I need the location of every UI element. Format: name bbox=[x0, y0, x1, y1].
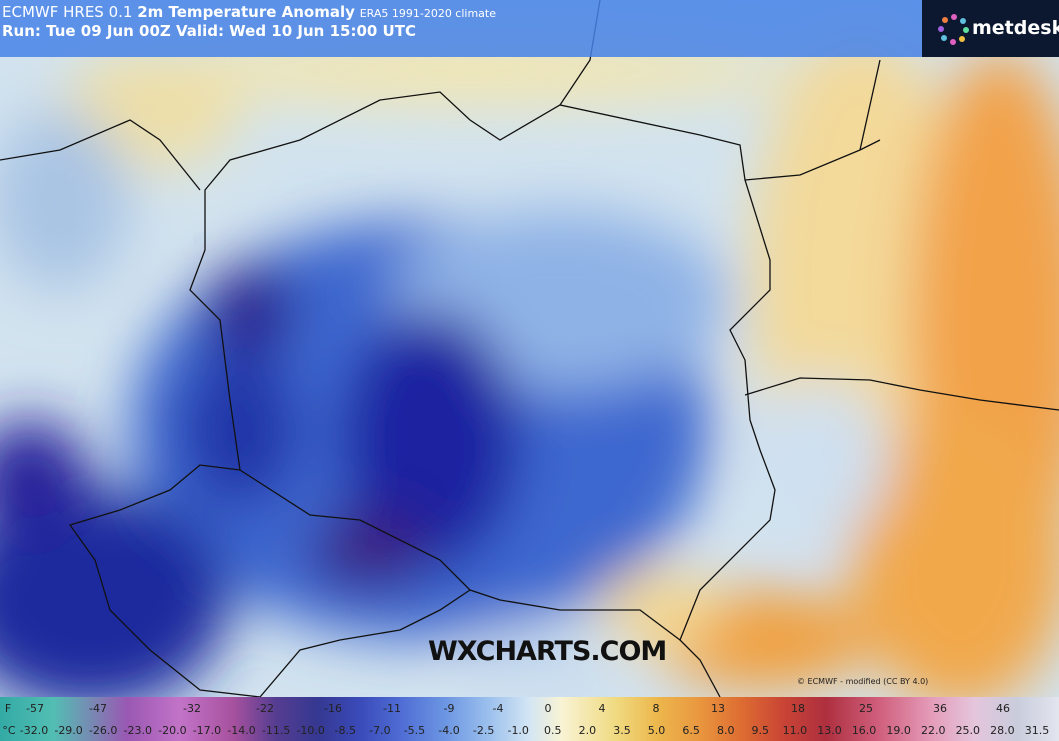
legend-c-label: 22.0 bbox=[920, 724, 946, 737]
legend-c-label: 5.0 bbox=[647, 724, 666, 737]
legend-f-label: 25 bbox=[859, 702, 873, 715]
legend-c-label: -32.0 bbox=[19, 724, 49, 737]
legend-c-label: 3.5 bbox=[613, 724, 631, 737]
legend-f-unit: F bbox=[4, 702, 12, 715]
legend-c-label: -14.0 bbox=[227, 724, 256, 737]
legend-f-label: -4 bbox=[492, 702, 504, 715]
legend-c-label: 31.5 bbox=[1024, 724, 1050, 737]
credit: © ECMWF - modified (CC BY 4.0) bbox=[797, 677, 929, 686]
watermark: WXCHARTS.COM bbox=[428, 636, 667, 667]
legend-f-label: -32 bbox=[183, 702, 201, 715]
legend-f-label: 18 bbox=[791, 702, 805, 715]
legend-c-label: -4.0 bbox=[438, 724, 460, 737]
logo-text: metdesk bbox=[972, 17, 1059, 39]
legend-c-label: -29.0 bbox=[54, 724, 83, 737]
legend-f-label: -57 bbox=[26, 702, 44, 715]
map bbox=[0, 0, 1059, 697]
title-sub: ERA5 1991-2020 climate bbox=[359, 7, 497, 20]
title-source: ECMWF HRES 0.1 bbox=[2, 3, 133, 21]
legend-c-unit: °C bbox=[2, 724, 16, 737]
legend-c-label: 11.0 bbox=[782, 724, 808, 737]
legend-c-label: -10.0 bbox=[296, 724, 325, 737]
legend-f-label: 36 bbox=[933, 702, 947, 715]
legend-f-label: -47 bbox=[89, 702, 107, 715]
legend-c-label: 9.5 bbox=[751, 724, 770, 737]
legend-f-label: 0 bbox=[544, 702, 552, 715]
legend-c-label: 16.0 bbox=[851, 724, 877, 737]
legend-c-label: -5.5 bbox=[403, 724, 426, 737]
legend-c-label: -7.0 bbox=[369, 724, 391, 737]
legend-c-label: -2.5 bbox=[472, 724, 495, 737]
legend-c-label: -1.0 bbox=[507, 724, 529, 737]
header: ECMWF HRES 0.1 2m Temperature Anomaly ER… bbox=[0, 0, 922, 57]
run-info: Run: Tue 09 Jun 00Z Valid: Wed 10 Jun 15… bbox=[2, 22, 416, 40]
legend-f-label: 13 bbox=[711, 702, 725, 715]
title-main: 2m Temperature Anomaly bbox=[137, 3, 355, 21]
legend-f-label: -16 bbox=[324, 702, 342, 715]
legend-c-label: -23.0 bbox=[123, 724, 152, 737]
legend-colorbar bbox=[0, 697, 1059, 741]
legend-c-label: -8.5 bbox=[334, 724, 356, 737]
logo-icon bbox=[938, 14, 969, 45]
legend-c-label: 0.5 bbox=[544, 724, 562, 737]
color-legend: F °C -57 -47 -32 -22 -16 -11 -9 -4 0 4 8 13 18 25 36 46… bbox=[0, 697, 1059, 741]
title: ECMWF HRES 0.1 2m Temperature Anomaly ER… bbox=[2, 3, 496, 21]
legend-f-label: 8 bbox=[652, 702, 660, 715]
legend-c-label: -26.0 bbox=[88, 724, 118, 737]
legend-f-label: -22 bbox=[256, 702, 274, 715]
legend-f-label: 4 bbox=[598, 702, 606, 715]
legend-f-label: -11 bbox=[383, 702, 401, 715]
legend-c-label: 19.0 bbox=[886, 724, 911, 737]
logo: metdesk bbox=[922, 0, 1059, 57]
legend-c-label: 8.0 bbox=[716, 724, 735, 737]
legend-c-label: 6.5 bbox=[682, 724, 700, 737]
legend-c-label: 13.0 bbox=[817, 724, 842, 737]
legend-c-label: 25.0 bbox=[955, 724, 981, 737]
legend-c-label: 2.0 bbox=[578, 724, 597, 737]
legend-f-label: 46 bbox=[996, 702, 1010, 715]
legend-c-label: -11.5 bbox=[261, 724, 291, 737]
anomaly-field bbox=[0, 30, 1059, 697]
legend-c-label: -20.0 bbox=[158, 724, 187, 737]
legend-f-label: -9 bbox=[443, 702, 455, 715]
legend-c-label: 28.0 bbox=[990, 724, 1015, 737]
legend-c-label: -17.0 bbox=[192, 724, 222, 737]
